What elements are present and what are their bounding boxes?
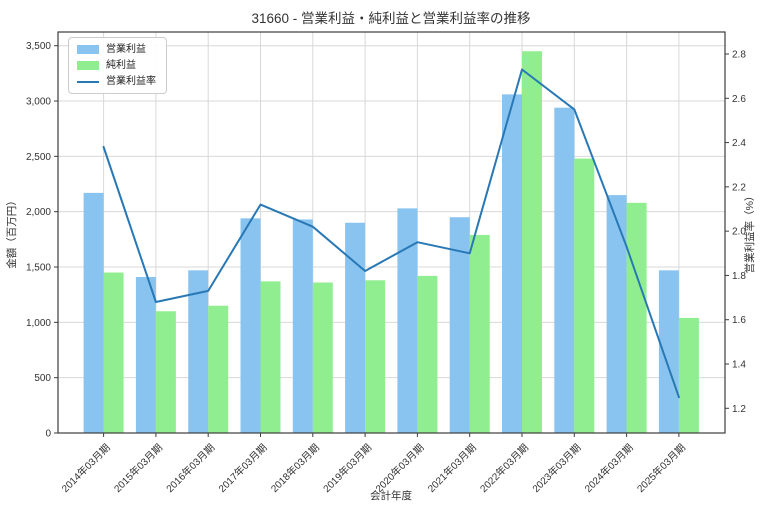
y-right-tick-label: 1.4 [732,360,746,371]
x-tick-label: 2018年03月期 [268,441,322,495]
x-tick-label: 2014年03月期 [59,441,113,495]
bar-純利益-2023年03月期 [574,158,595,433]
bar-営業利益-2014年03月期 [83,192,104,433]
bar-純利益-2014年03月期 [103,272,124,433]
bar-純利益-2018年03月期 [312,282,333,433]
legend-label: 営業利益率 [106,75,156,87]
y-left-tick-label: 2,500 [26,152,51,163]
y-right-tick-label: 1.8 [732,271,746,282]
bar-純利益-2017年03月期 [260,281,281,433]
bar-営業利益-2018年03月期 [292,219,313,433]
y-left-tick-label: 0 [45,429,51,440]
x-axis-title: 会計年度 [370,489,412,502]
y-right-tick-label: 1.6 [732,315,746,326]
bar-営業利益-2016年03月期 [188,270,209,433]
bar-営業利益-2022年03月期 [502,94,522,433]
plot-border [57,31,726,434]
x-tick-label: 2022年03月期 [477,441,531,495]
bar-純利益-2021年03月期 [469,234,490,433]
x-tick-label: 2016年03月期 [163,441,217,495]
legend-line-swatch [77,80,99,83]
legend-color-swatch [77,45,99,54]
x-tick-label: 2017年03月期 [216,441,270,495]
bar-営業利益-2024年03月期 [606,195,627,433]
y-left-tick-label: 1,500 [26,263,51,274]
y-left-tick-label: 3,500 [26,41,51,52]
y-left-tick-label: 3,000 [26,97,51,108]
y-right-tick-label: 2.4 [732,138,746,149]
y-right-tick-label: 2.8 [732,50,746,61]
x-tick-label: 2021年03月期 [425,441,479,495]
legend-item-営業利益率: 営業利益率 [77,75,156,88]
y-right-tick-label: 1.2 [732,404,746,415]
bar-営業利益-2021年03月期 [449,217,470,433]
legend-label: 純利益 [106,59,136,71]
bar-純利益-2016年03月期 [208,305,229,433]
bar-純利益-2019年03月期 [365,280,386,433]
y-right-tick-label: 2.2 [732,182,746,193]
bar-営業利益-2023年03月期 [554,107,575,433]
y-right-axis-title: 営業利益率（%） [743,191,756,274]
x-tick-label: 2020年03月期 [373,441,427,495]
legend-label: 営業利益 [106,43,146,55]
bar-純利益-2020年03月期 [417,275,438,433]
x-tick-label: 2025年03月期 [634,441,688,495]
y-left-tick-label: 1,000 [26,318,51,329]
bar-純利益-2025年03月期 [678,317,699,433]
legend-color-swatch [77,61,99,70]
bar-営業利益-2017年03月期 [240,218,261,433]
y-right-tick-label: 2.0 [732,227,746,238]
x-tick-label: 2024年03月期 [582,441,636,495]
y-right-tick-label: 2.6 [732,94,746,105]
bar-純利益-2024年03月期 [626,202,647,433]
y-left-tick-label: 2,000 [26,207,51,218]
chart-legend: 営業利益純利益営業利益率 [68,37,167,94]
chart-title: 31660 - 営業利益・純利益と営業利益率の推移 [251,10,530,26]
line-series [102,68,680,399]
legend-item-営業利益: 営業利益 [77,43,156,56]
bar-純利益-2015年03月期 [155,311,176,433]
line-営業利益率 [102,68,680,399]
x-tick-label: 2019年03月期 [320,441,374,495]
bar-営業利益-2019年03月期 [345,222,366,433]
bar-series [83,51,699,434]
legend-item-純利益: 純利益 [77,59,156,72]
x-tick-label: 2023年03月期 [529,441,583,495]
y-left-axis-title: 金額（百万円） [5,195,18,269]
bar-営業利益-2020年03月期 [397,208,418,433]
bar-営業利益-2025年03月期 [658,270,679,433]
bar-営業利益-2015年03月期 [135,276,156,433]
y-left-tick-label: 500 [34,373,51,384]
x-tick-label: 2015年03月期 [111,441,165,495]
bar-純利益-2022年03月期 [522,51,542,434]
